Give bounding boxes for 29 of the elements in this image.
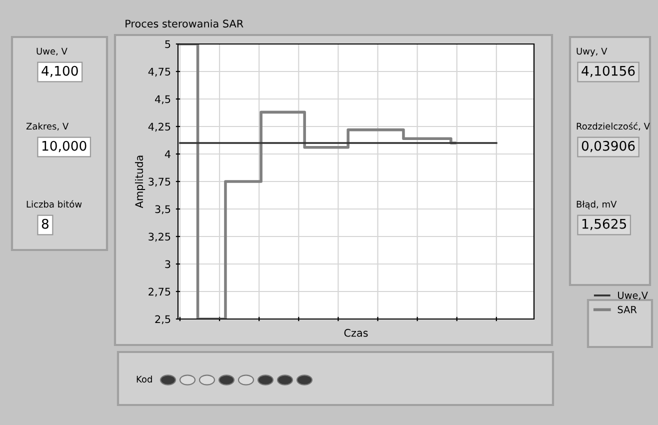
text: 10,000 bbox=[42, 140, 86, 152]
y-tick-label: 5 bbox=[165, 40, 170, 48]
y-tick-label: 4 bbox=[164, 150, 170, 158]
text: 0,03906 bbox=[582, 140, 635, 152]
y-axis-title: Amplituda bbox=[135, 156, 146, 208]
y-tick-label: 2,5 bbox=[155, 315, 170, 324]
y-tick-label: 4,5 bbox=[155, 95, 170, 104]
text: 8 bbox=[42, 218, 48, 229]
text: Uwy, V bbox=[576, 48, 608, 56]
text: Liczba bitów bbox=[26, 200, 82, 208]
y-tick-label: 2,75 bbox=[148, 288, 170, 297]
text: 4,10156 bbox=[582, 66, 635, 78]
text: Kod bbox=[136, 376, 152, 383]
y-tick-label: 3,5 bbox=[155, 205, 170, 214]
text: 1,5625 bbox=[582, 218, 626, 230]
y-tick-label: 4,25 bbox=[148, 122, 170, 132]
text: Rozdzielczość, V bbox=[576, 122, 650, 131]
x-axis-title: Czas bbox=[344, 328, 368, 337]
legend-label: SAR bbox=[618, 306, 637, 314]
legend-label: Uwe,V bbox=[618, 292, 648, 300]
text: Błąd, mV bbox=[576, 200, 617, 210]
text: 4,100 bbox=[42, 66, 78, 78]
y-tick-label: 3,25 bbox=[148, 232, 170, 242]
text: Zakres, V bbox=[26, 122, 69, 131]
y-tick-label: 3,75 bbox=[148, 178, 170, 187]
y-tick-label: 4,75 bbox=[148, 68, 170, 77]
text: Uwe, V bbox=[36, 48, 68, 56]
y-tick-label: 3 bbox=[165, 260, 170, 268]
chart-title: Proces sterowania SAR bbox=[126, 20, 244, 28]
